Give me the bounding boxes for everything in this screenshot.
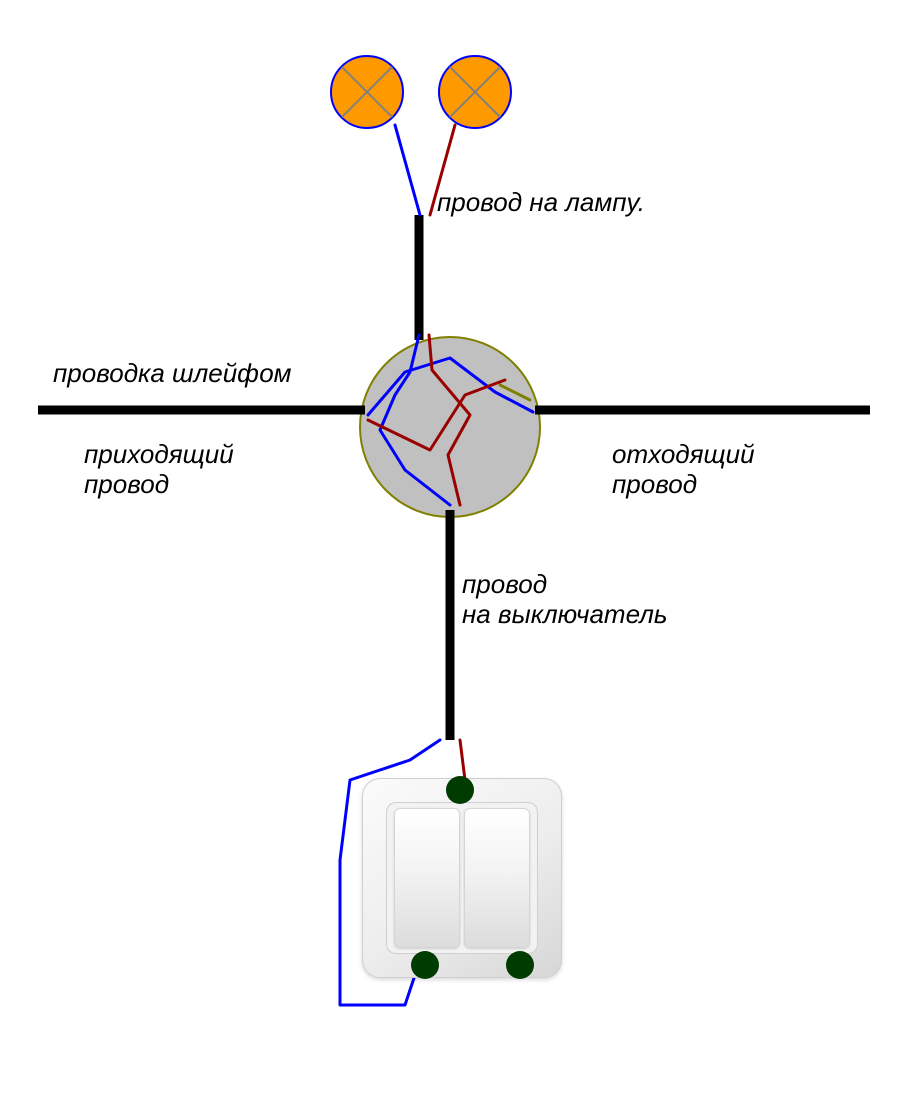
label-outgoing-wire: отходящий провод bbox=[612, 440, 755, 500]
switch-terminal bbox=[411, 951, 439, 979]
label-incoming-wire: приходящий провод bbox=[84, 440, 234, 500]
label-switch-wire: провод на выключатель bbox=[462, 570, 668, 630]
terminals-svg bbox=[0, 0, 906, 1113]
label-lamp-wire: провод на лампу. bbox=[437, 188, 645, 218]
label-loop-wiring: проводка шлейфом bbox=[53, 359, 291, 389]
switch-terminal bbox=[506, 951, 534, 979]
switch-terminal bbox=[446, 776, 474, 804]
